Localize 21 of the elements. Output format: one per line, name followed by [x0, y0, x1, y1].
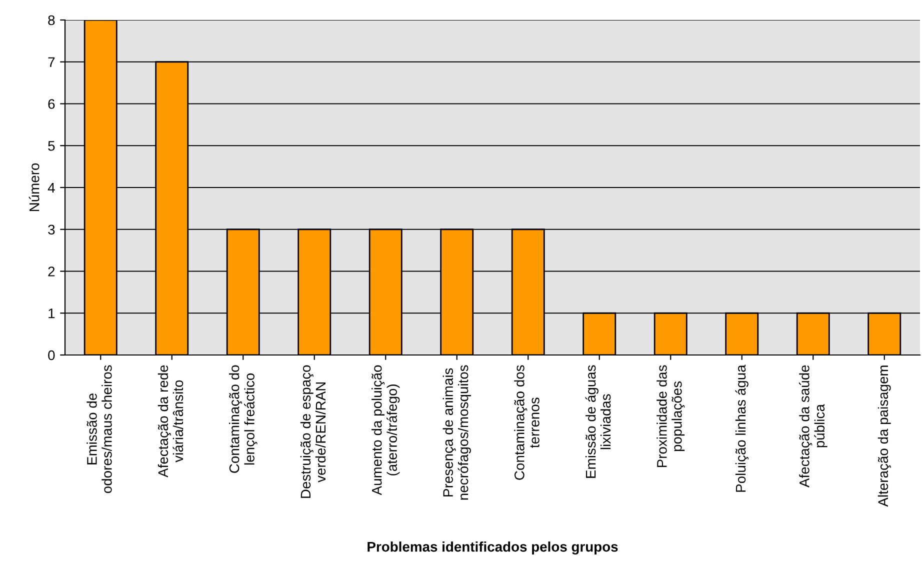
- y-tick-label: 0: [48, 350, 55, 360]
- x-axis-title: Problemas identificados pelos grupos: [368, 541, 618, 555]
- y-axis-title: Número: [28, 163, 40, 212]
- y-tick-label: 8: [48, 15, 55, 26]
- x-tick-label: Afectação da rede viária/trânsito: [158, 365, 184, 478]
- x-tick-label: Contaminação dos terrenos: [514, 365, 540, 480]
- y-tick-label: 2: [48, 266, 55, 276]
- x-tick-label: Afectação da saúde pública: [798, 365, 828, 488]
- y-tick-label: 4: [48, 182, 55, 193]
- x-tick-label: Destruição de espaço verde/REN/RAN: [300, 365, 326, 498]
- y-tick-label: 1: [48, 308, 55, 318]
- x-tick-label: Emissão de águas lixiviadas: [585, 365, 611, 478]
- x-tick-label: Aumento da poluição (aterro/tráfego): [372, 365, 400, 496]
- x-tick-label: Poluição linhas água: [735, 364, 748, 492]
- x-tick-label: Presença de animais necrófagos/mosquitos: [442, 365, 471, 500]
- y-tick-label: 7: [48, 57, 55, 67]
- y-tick-label: 6: [48, 99, 55, 109]
- y-tick-label: 3: [48, 224, 55, 235]
- x-tick-label: Emissão de odores/maus cheiros: [86, 365, 112, 494]
- x-tick-label: Alteração da paisagem: [878, 366, 891, 507]
- y-tick-label: 5: [48, 141, 55, 151]
